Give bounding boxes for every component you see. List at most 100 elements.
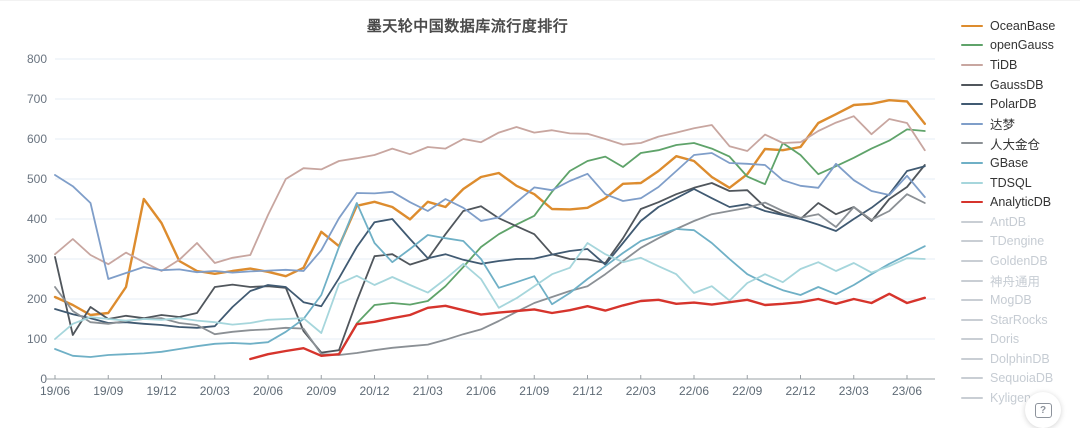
x-axis-tick-label: 22/09 [732, 384, 762, 398]
x-axis-tick-label: 19/09 [93, 384, 123, 398]
legend-swatch [961, 240, 983, 243]
legend-swatch [961, 318, 983, 321]
legend-item-SequoiaDB[interactable]: SequoiaDB [961, 369, 1080, 389]
x-axis-tick-label: 21/09 [519, 384, 549, 398]
legend-swatch [961, 63, 983, 66]
legend-label: 神舟通用 [990, 275, 1041, 290]
x-axis-tick-label: 23/06 [892, 384, 922, 398]
series-line-OceanBase[interactable] [53, 98, 926, 317]
legend-item-TDengine[interactable]: TDengine [961, 232, 1080, 252]
legend-label: DolphinDB [990, 351, 1050, 366]
legend-label: GBase [990, 155, 1029, 170]
legend-swatch [961, 181, 983, 184]
x-axis-tick-label: 21/06 [466, 384, 496, 398]
legend-item-StarRocks[interactable]: StarRocks [961, 310, 1080, 330]
y-axis-tick-label: 200 [27, 292, 47, 306]
legend-swatch [961, 83, 983, 86]
legend-swatch [961, 357, 983, 360]
y-axis-tick-label: 400 [27, 212, 47, 226]
y-axis-tick-label: 700 [27, 92, 47, 106]
legend-item-openGauss[interactable]: openGauss [961, 36, 1080, 56]
y-axis-tick-label: 800 [27, 52, 47, 66]
legend-label: AnalyticDB [990, 195, 1052, 210]
y-axis-tick-label: 300 [27, 252, 47, 266]
legend-label: 达梦 [990, 118, 1016, 133]
legend-label: openGauss [990, 38, 1054, 53]
x-axis-tick-label: 21/03 [413, 384, 443, 398]
legend: OceanBase openGauss TiDB GaussDB PolarDB 达梦人大… [961, 16, 1080, 408]
legend-item-神舟通用[interactable]: 神舟通用 [961, 271, 1080, 291]
x-axis-tick-label: 22/06 [679, 384, 709, 398]
legend-label: SequoiaDB [990, 371, 1054, 386]
legend-swatch [961, 220, 983, 223]
legend-label: PolarDB [990, 97, 1037, 112]
y-axis-tick-label: 0 [40, 372, 47, 386]
x-axis-tick-label: 19/06 [40, 384, 70, 398]
x-axis-tick-label: 23/03 [839, 384, 869, 398]
chart-title: 墨天轮中国数据库流行度排行 [366, 18, 569, 35]
legend-label: GoldenDB [990, 253, 1048, 268]
series-line-AnalyticDB[interactable] [249, 292, 926, 361]
series-line-openGauss[interactable] [338, 128, 926, 355]
legend-item-GaussDB[interactable]: GaussDB [961, 75, 1080, 95]
x-axis-tick-label: 20/12 [359, 384, 389, 398]
legend-swatch [961, 24, 983, 27]
chart-panel: 墨天轮中国数据库流行度排行 0 100 200 300 400 500 600 700 800 1… [0, 1, 945, 415]
legend-item-PolarDB[interactable]: PolarDB [961, 94, 1080, 114]
x-axis-tick-label: 22/03 [626, 384, 656, 398]
legend-label: Doris [990, 332, 1020, 347]
legend-swatch [961, 299, 983, 302]
series-line-TDSQL[interactable] [54, 242, 926, 340]
legend-label: MogDB [990, 293, 1032, 308]
legend-label: GaussDB [990, 77, 1044, 92]
x-axis-tick-label: 22/12 [785, 384, 815, 398]
legend-item-TiDB[interactable]: TiDB [961, 55, 1080, 75]
legend-swatch [961, 377, 983, 380]
legend-label: TiDB [990, 57, 1018, 72]
legend-swatch [961, 397, 983, 400]
legend-item-GBase[interactable]: GBase [961, 153, 1080, 173]
legend-label: TDengine [990, 234, 1045, 249]
help-button[interactable]: ? [1025, 392, 1061, 428]
legend-swatch [961, 338, 983, 341]
legend-item-MogDB[interactable]: MogDB [961, 290, 1080, 310]
series-line-GaussDB[interactable] [54, 164, 926, 354]
legend-swatch [961, 142, 983, 145]
legend-swatch [961, 103, 983, 106]
legend-label: 人大金仓 [990, 137, 1041, 152]
legend-swatch [961, 201, 983, 204]
legend-swatch [961, 44, 983, 47]
legend-item-Kyligence[interactable]: Kyligence [961, 388, 1080, 408]
legend-label: OceanBase [990, 18, 1056, 33]
series-line-达梦[interactable] [54, 152, 926, 280]
legend-swatch [961, 122, 983, 125]
legend-item-TDSQL[interactable]: TDSQL [961, 173, 1080, 193]
legend-item-OceanBase[interactable]: OceanBase [961, 16, 1080, 36]
legend-item-Doris[interactable]: Doris [961, 330, 1080, 350]
series-line-TiDB[interactable] [54, 115, 926, 272]
x-axis-tick-label: 21/12 [572, 384, 602, 398]
legend-label: AntDB [990, 214, 1027, 229]
legend-item-人大金仓[interactable]: 人大金仓 [961, 134, 1080, 154]
x-axis-tick-label: 20/09 [306, 384, 336, 398]
series-line-人大金仓[interactable] [54, 193, 926, 356]
legend-swatch [961, 161, 983, 164]
legend-item-AntDB[interactable]: AntDB [961, 212, 1080, 232]
x-axis-tick-label: 20/06 [253, 384, 283, 398]
x-axis-tick-label: 19/12 [146, 384, 176, 398]
help-icon: ? [1034, 402, 1052, 418]
legend-item-DolphinDB[interactable]: DolphinDB [961, 349, 1080, 369]
line-chart-canvas[interactable]: 0 100 200 300 400 500 600 700 800 19/06 19/09 19/12… [0, 1, 945, 415]
legend-item-GoldenDB[interactable]: GoldenDB [961, 251, 1080, 271]
legend-item-达梦[interactable]: 达梦 [961, 114, 1080, 134]
legend-swatch [961, 259, 983, 262]
legend-swatch [961, 279, 983, 282]
legend-label: TDSQL [990, 175, 1032, 190]
y-axis-tick-label: 600 [27, 132, 47, 146]
y-axis-tick-label: 100 [27, 332, 47, 346]
legend-label: StarRocks [990, 312, 1048, 327]
legend-item-AnalyticDB[interactable]: AnalyticDB [961, 192, 1080, 212]
x-axis-tick-label: 20/03 [200, 384, 230, 398]
y-axis-tick-label: 500 [27, 172, 47, 186]
series-line-GBase[interactable] [54, 202, 926, 358]
